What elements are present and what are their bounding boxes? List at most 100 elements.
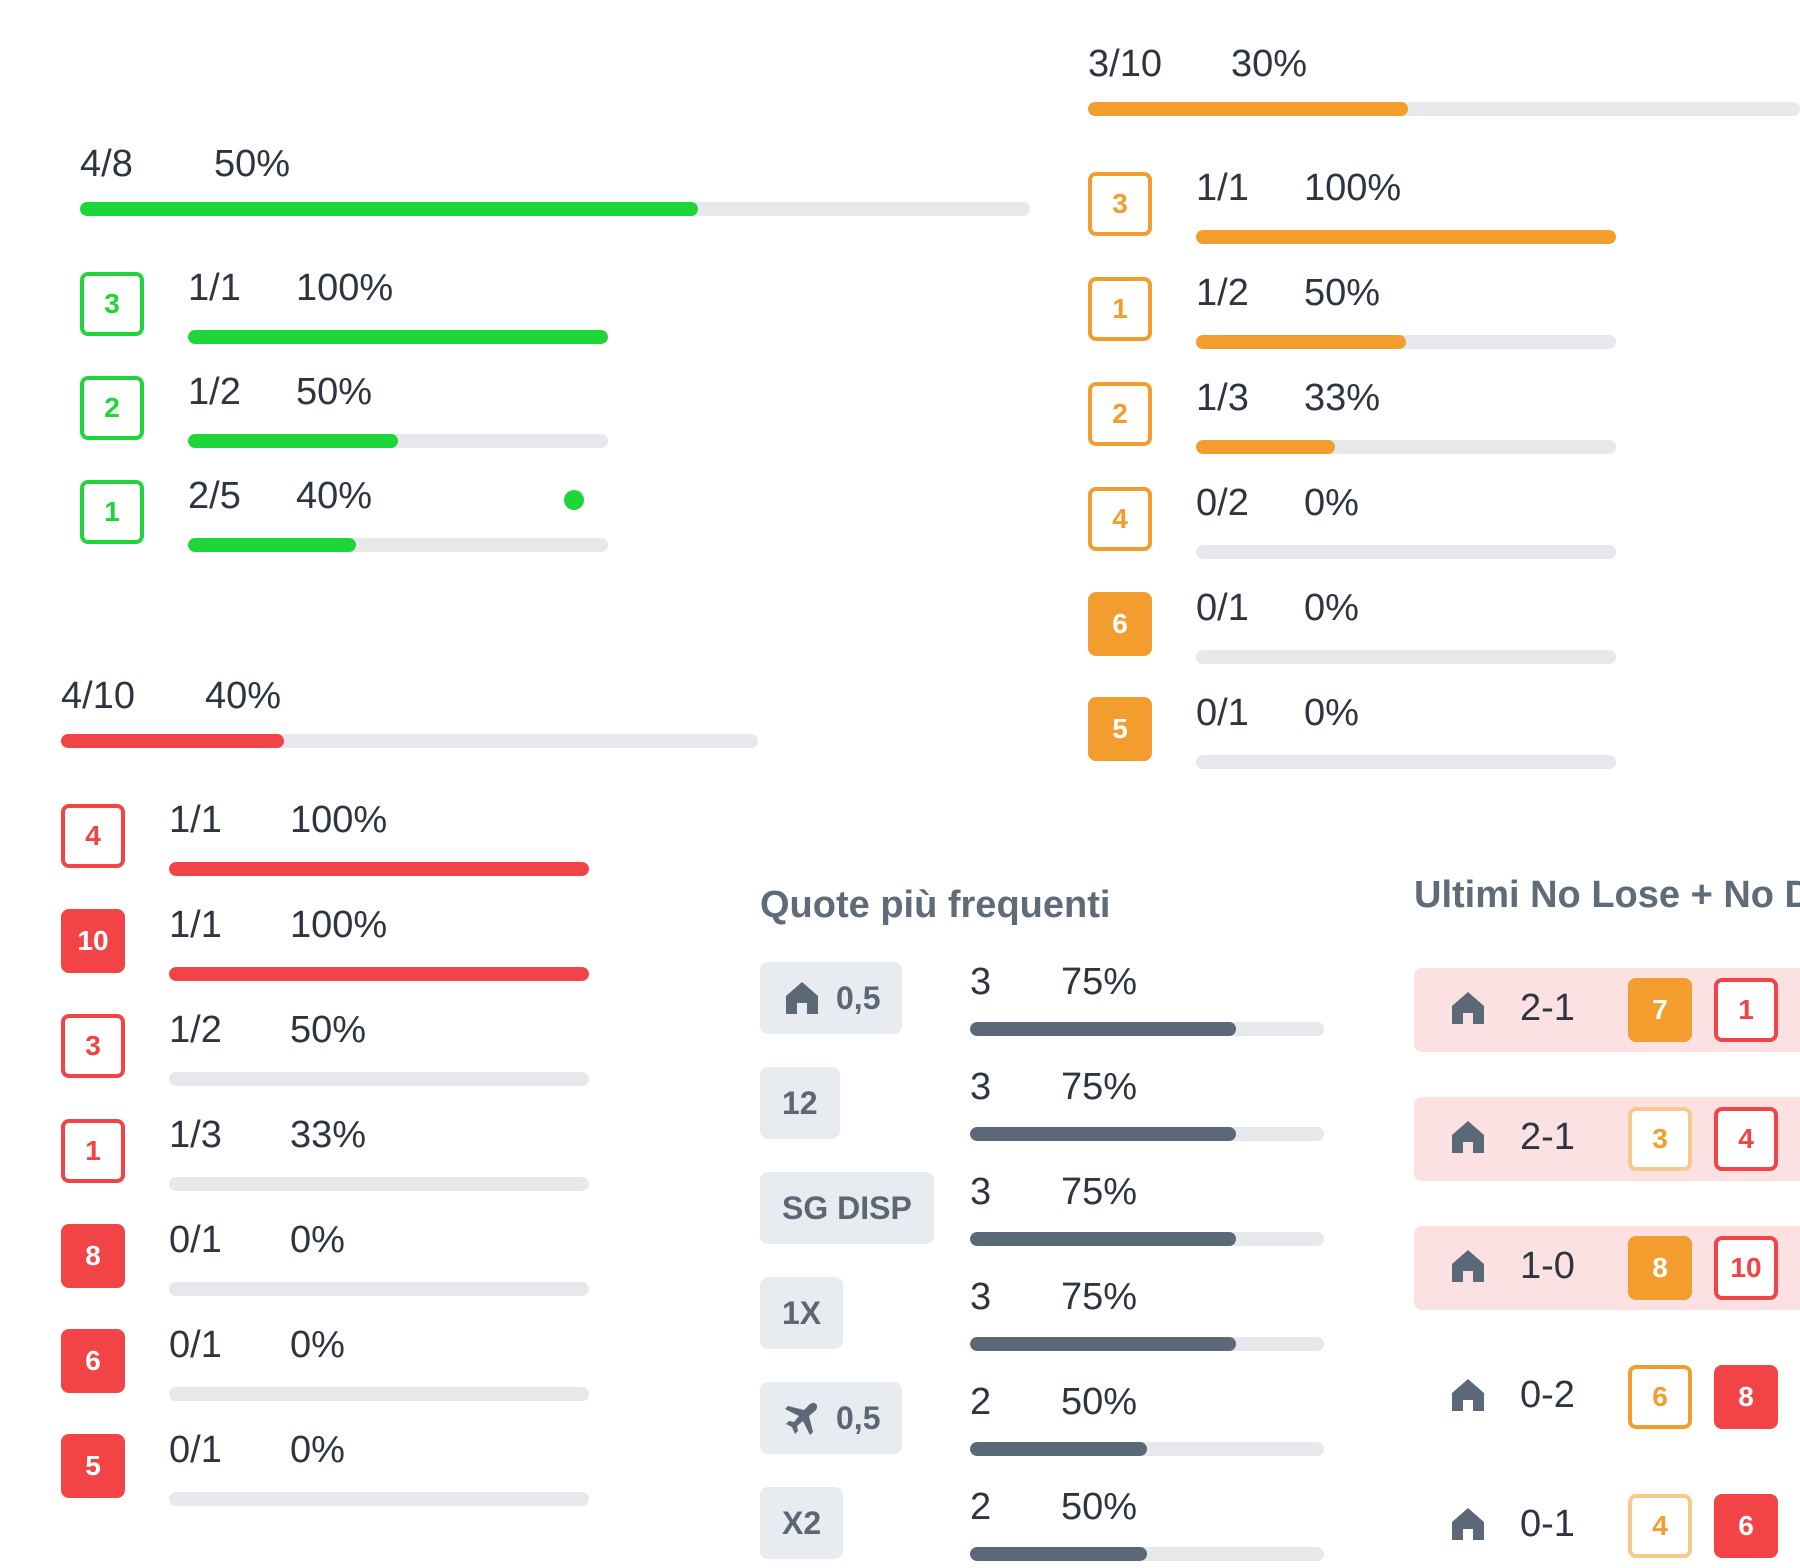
row-fraction: 0/1 [169, 1324, 222, 1366]
quote-label-text: X2 [782, 1504, 822, 1541]
row-progress-track [1196, 650, 1616, 664]
red-stats-panel: 4/10 40% 4 1/1 100% 10 1/1 100% 3 1/2 50% 1 1/3 33%… [61, 674, 761, 1524]
row-percent: 33% [290, 1114, 367, 1156]
row-progress-track [1196, 755, 1616, 769]
row-fraction: 1/2 [1196, 272, 1249, 314]
quote-progress-track [970, 1337, 1324, 1351]
quote-label[interactable]: X2 [760, 1487, 844, 1559]
row-fraction: 1/1 [169, 799, 222, 841]
position-badge: 2 [80, 376, 144, 440]
row-progress-fill [1196, 440, 1335, 454]
row-progress-track [1196, 230, 1616, 244]
quote-progress-track [970, 1232, 1324, 1246]
live-dot-icon [564, 490, 584, 510]
quote-label[interactable]: 1X [760, 1277, 844, 1349]
quote-label[interactable]: 12 [760, 1067, 840, 1139]
row-fraction: 0/1 [169, 1429, 222, 1471]
quote-progress-track [970, 1442, 1324, 1456]
quote-percent: 75% [1061, 1066, 1138, 1108]
green-summary: 4/8 50% [80, 142, 1030, 216]
summary-percent: 50% [214, 143, 291, 185]
quote-count: 2 [970, 1381, 992, 1423]
result-row[interactable]: 2-1 3 4 [1414, 1097, 1800, 1181]
quote-label-text: 0,5 [836, 1399, 881, 1436]
position-badge: 5 [1088, 697, 1152, 761]
quote-label[interactable]: SG DISP [760, 1172, 934, 1244]
last-results-title: Ultimi No Lose + No D [1414, 874, 1800, 916]
row-percent: 100% [1304, 167, 1402, 209]
result-row[interactable]: 1-0 8 10 [1414, 1226, 1800, 1310]
row-progress-track [169, 1492, 589, 1506]
home-position-badge: 6 [1628, 1365, 1692, 1429]
row-progress-fill [1196, 335, 1406, 349]
row-percent: 100% [290, 799, 388, 841]
quote-progress-fill [970, 1127, 1236, 1141]
quote-label[interactable]: 0,5 [760, 1382, 903, 1454]
row-percent: 0% [290, 1429, 345, 1471]
stat-row: 1 1/3 33% [61, 1114, 629, 1223]
row-fraction: 1/1 [188, 267, 241, 309]
result-row[interactable]: 2-1 7 1 [1414, 968, 1800, 1052]
row-fraction: 1/1 [1196, 167, 1249, 209]
stat-row: 6 0/1 0% [1088, 587, 1656, 696]
quote-percent: 50% [1061, 1381, 1138, 1423]
quote-count: 2 [970, 1486, 992, 1528]
summary-progress-track [61, 734, 758, 748]
row-fraction: 0/1 [1196, 587, 1249, 629]
quotes-title: Quote più frequenti [760, 884, 1111, 926]
summary-progress-fill [1088, 102, 1409, 116]
quote-progress-fill [970, 1337, 1236, 1351]
result-score: 2-1 [1520, 1116, 1575, 1158]
result-row[interactable]: 0-2 6 8 [1414, 1355, 1800, 1439]
summary-percent: 40% [205, 675, 282, 717]
home-icon [1448, 988, 1488, 1033]
away-position-badge: 6 [1714, 1494, 1778, 1558]
home-position-badge: 4 [1628, 1494, 1692, 1558]
home-icon [1448, 1504, 1488, 1549]
home-position-badge: 3 [1628, 1107, 1692, 1171]
home-icon [782, 978, 822, 1018]
quote-percent: 50% [1061, 1486, 1138, 1528]
row-progress-track [169, 1282, 589, 1296]
orange-stats-panel: 3/10 30% 3 1/1 100% 1 1/2 50% 2 1/3 33% 4 0/2 0% 6 0/… [1088, 42, 1800, 782]
row-progress-track [188, 434, 608, 448]
summary-fraction: 3/10 [1088, 43, 1162, 85]
row-percent: 50% [290, 1009, 367, 1051]
quote-label-text: 0,5 [836, 979, 881, 1016]
row-fraction: 1/3 [1196, 377, 1249, 419]
row-progress-track [1196, 335, 1616, 349]
stat-row: 3 1/2 50% [61, 1009, 629, 1118]
quote-progress-fill [970, 1442, 1147, 1456]
home-icon [1448, 1117, 1488, 1162]
quote-count: 3 [970, 1171, 992, 1213]
row-fraction: 1/2 [169, 1009, 222, 1051]
row-progress-track [169, 967, 589, 981]
result-score: 2-1 [1520, 987, 1575, 1029]
position-badge: 1 [1088, 277, 1152, 341]
row-progress-track [169, 862, 589, 876]
summary-fraction: 4/10 [61, 675, 135, 717]
row-fraction: 0/1 [169, 1219, 222, 1261]
stat-row: 5 0/1 0% [1088, 692, 1656, 801]
summary-progress-track [80, 202, 1030, 216]
summary-percent: 30% [1231, 43, 1308, 85]
green-stats-panel: 4/8 50% 3 1/1 100% 2 1/2 50% 1 2/5 40% [80, 142, 1030, 562]
quote-count: 3 [970, 1276, 992, 1318]
row-fraction: 0/1 [1196, 692, 1249, 734]
row-progress-track [188, 330, 608, 344]
red-summary: 4/10 40% [61, 674, 758, 748]
summary-progress-fill [61, 734, 285, 748]
row-progress-track [188, 538, 608, 552]
result-row[interactable]: 0-1 4 6 [1414, 1484, 1800, 1568]
quote-progress-fill [970, 1022, 1236, 1036]
home-icon [1448, 1246, 1488, 1291]
quote-progress-track [970, 1127, 1324, 1141]
row-percent: 0% [290, 1219, 345, 1261]
quote-progress-fill [970, 1547, 1147, 1561]
position-badge: 8 [61, 1224, 125, 1288]
position-badge: 6 [1088, 592, 1152, 656]
quote-label[interactable]: 0,5 [760, 962, 903, 1034]
row-progress-track [169, 1072, 589, 1086]
position-badge: 5 [61, 1434, 125, 1498]
row-progress-fill [169, 967, 589, 981]
